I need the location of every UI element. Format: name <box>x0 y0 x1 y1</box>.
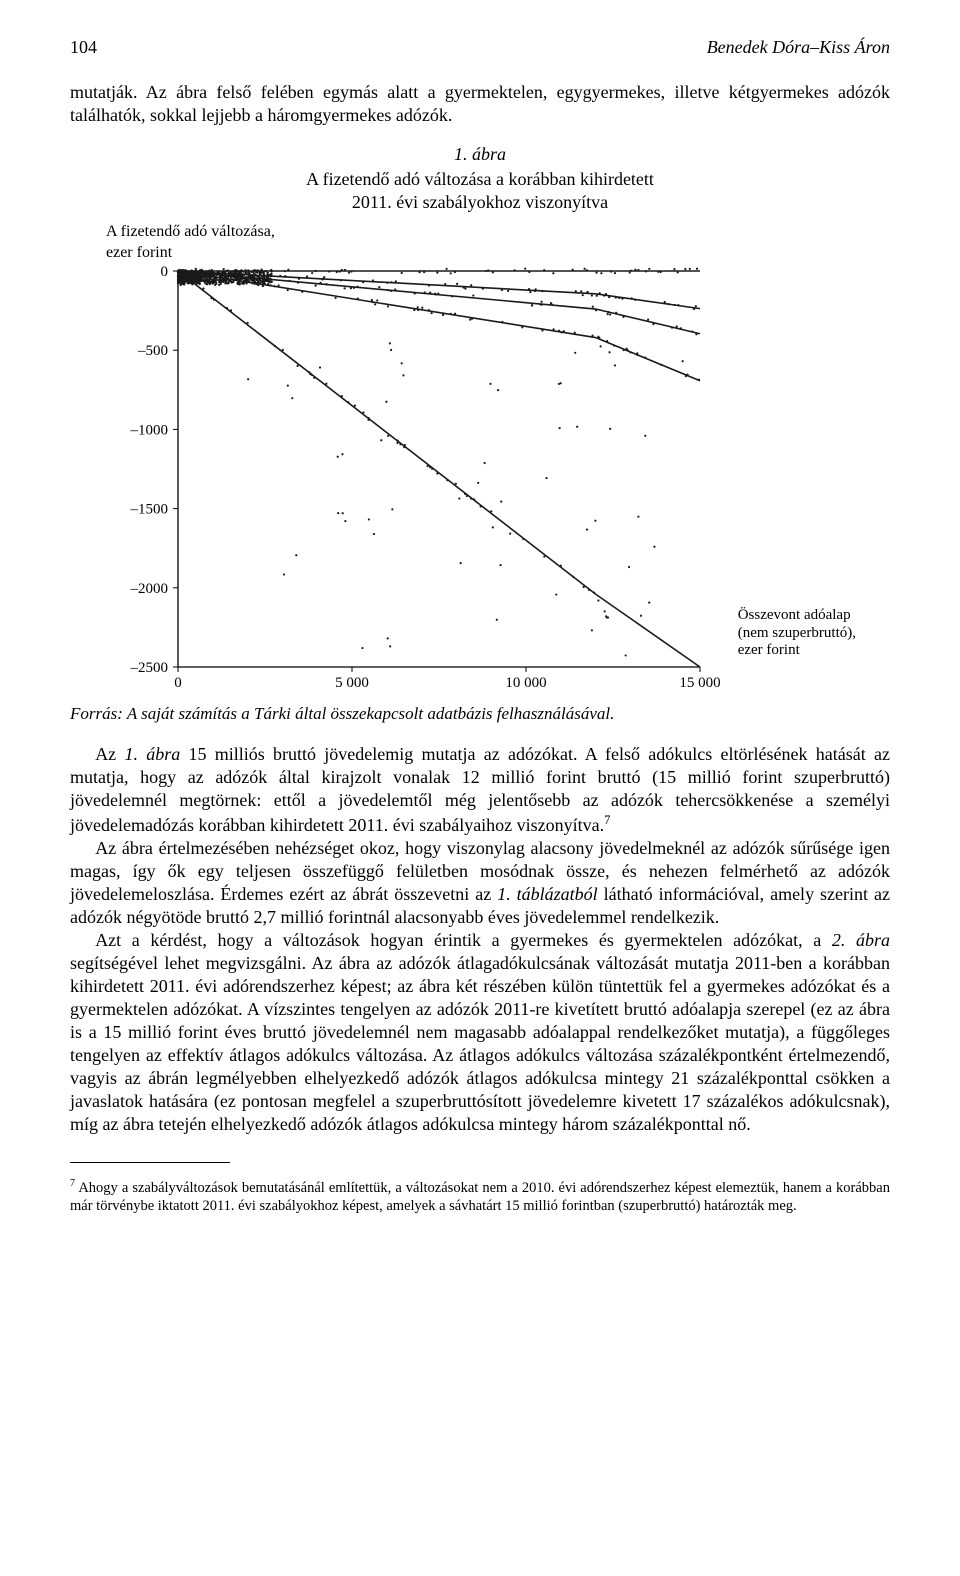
x-annot-line1: Összevont adóalap <box>738 607 851 623</box>
figure-title: A fizetendő adó változása a korábban kih… <box>70 168 890 214</box>
body-p3: Azt a kérdést, hogy a változások hogyan … <box>70 929 890 1136</box>
svg-text:15 000: 15 000 <box>679 675 720 691</box>
svg-text:–500: –500 <box>137 343 168 359</box>
chart-box: 0 –500 –1000 –1500 –2000 –2500 0 5 000 10 000 15 … <box>100 265 860 695</box>
svg-text:–2000: –2000 <box>130 581 169 597</box>
figure-caption: 1. ábra <box>70 143 890 166</box>
body-p1-lead: Az <box>95 744 124 764</box>
x-annot-line3: ezer forint <box>738 642 800 658</box>
svg-text:–1000: –1000 <box>130 423 169 439</box>
body-p3-b: segítségével lehet megvizsgálni. Az ábra… <box>70 953 890 1134</box>
page-number: 104 <box>70 36 97 59</box>
svg-text:5 000: 5 000 <box>335 675 369 691</box>
svg-text:10 000: 10 000 <box>505 675 546 691</box>
body-p1-rest: 15 milliós bruttó jövedelemig mutatja az… <box>70 744 890 835</box>
source-text: Forrás: A saját számítás a Tárki által ö… <box>70 704 614 723</box>
footnote-rule <box>70 1162 230 1163</box>
y-axis-label-line2: ezer forint <box>106 244 172 261</box>
running-title: Benedek Dóra–Kiss Áron <box>707 36 890 59</box>
intro-paragraph: mutatják. Az ábra felső felében egymás a… <box>70 81 890 127</box>
body-p3-ital: 2. ábra <box>832 930 890 950</box>
svg-text:0: 0 <box>174 675 182 691</box>
figure-title-line1: A fizetendő adó változása a korábban kih… <box>306 169 654 189</box>
svg-text:0: 0 <box>161 265 169 280</box>
footnote-ref-7: 7 <box>604 813 610 827</box>
figure-source: Forrás: A saját számítás a Tárki által ö… <box>70 703 890 725</box>
footnote-text: Ahogy a szabályváltozások bemutatásánál … <box>70 1180 890 1214</box>
footnote-7: 7 Ahogy a szabályváltozások bemutatásáná… <box>70 1178 890 1215</box>
y-axis-label: A fizetendő adó változása, ezer forint <box>106 222 860 263</box>
body-p1: Az 1. ábra 15 milliós bruttó jövedelemig… <box>70 743 890 837</box>
y-axis-label-line1: A fizetendő adó változása, <box>106 223 275 240</box>
figure-title-line2: 2011. évi szabályokhoz viszonyítva <box>352 192 608 212</box>
svg-text:–1500: –1500 <box>130 502 169 518</box>
svg-text:–2500: –2500 <box>130 660 169 676</box>
body-p2: Az ábra értelmezésében nehézséget okoz, … <box>70 837 890 929</box>
running-head: 104 Benedek Dóra–Kiss Áron <box>70 36 890 59</box>
x-annot-line2: (nem szuperbruttó), <box>738 625 856 641</box>
body-p3-a: Azt a kérdést, hogy a változások hogyan … <box>95 930 832 950</box>
body-p1-ital: 1. ábra <box>124 744 180 764</box>
body-p2-ital: 1. táblázatból <box>497 884 598 904</box>
figure: A fizetendő adó változása, ezer forint 0… <box>100 222 860 695</box>
x-axis-annotation: Összevont adóalap (nem szuperbruttó), ez… <box>738 607 856 659</box>
